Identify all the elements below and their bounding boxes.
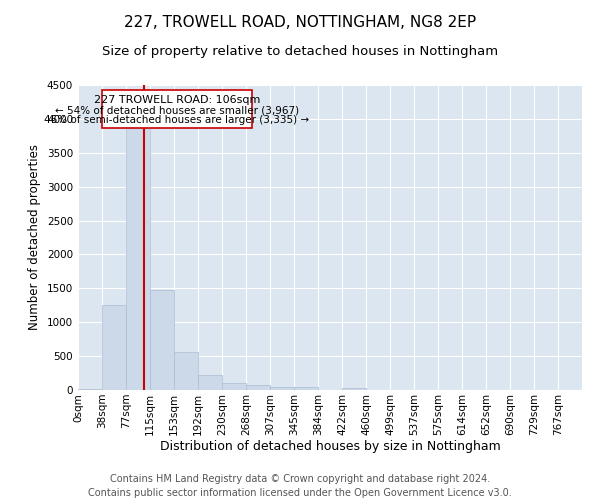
Bar [246,385,270,390]
Bar [150,290,174,390]
Text: 46% of semi-detached houses are larger (3,335) →: 46% of semi-detached houses are larger (… [44,115,310,125]
Bar [222,383,246,390]
Text: ← 54% of detached houses are smaller (3,967): ← 54% of detached houses are smaller (3,… [55,106,299,116]
Bar [174,352,198,390]
Bar [294,388,319,390]
Text: Size of property relative to detached houses in Nottingham: Size of property relative to detached ho… [102,45,498,58]
Text: Contains HM Land Registry data © Crown copyright and database right 2024.
Contai: Contains HM Land Registry data © Crown c… [88,474,512,498]
Bar [198,375,222,390]
Bar [78,388,102,390]
FancyBboxPatch shape [102,90,252,128]
X-axis label: Distribution of detached houses by size in Nottingham: Distribution of detached houses by size … [160,440,500,454]
Bar [270,386,294,390]
Y-axis label: Number of detached properties: Number of detached properties [28,144,41,330]
Text: 227 TROWELL ROAD: 106sqm: 227 TROWELL ROAD: 106sqm [94,95,260,105]
Text: 227, TROWELL ROAD, NOTTINGHAM, NG8 2EP: 227, TROWELL ROAD, NOTTINGHAM, NG8 2EP [124,15,476,30]
Bar [102,306,126,390]
Bar [126,121,150,390]
Bar [342,388,366,390]
